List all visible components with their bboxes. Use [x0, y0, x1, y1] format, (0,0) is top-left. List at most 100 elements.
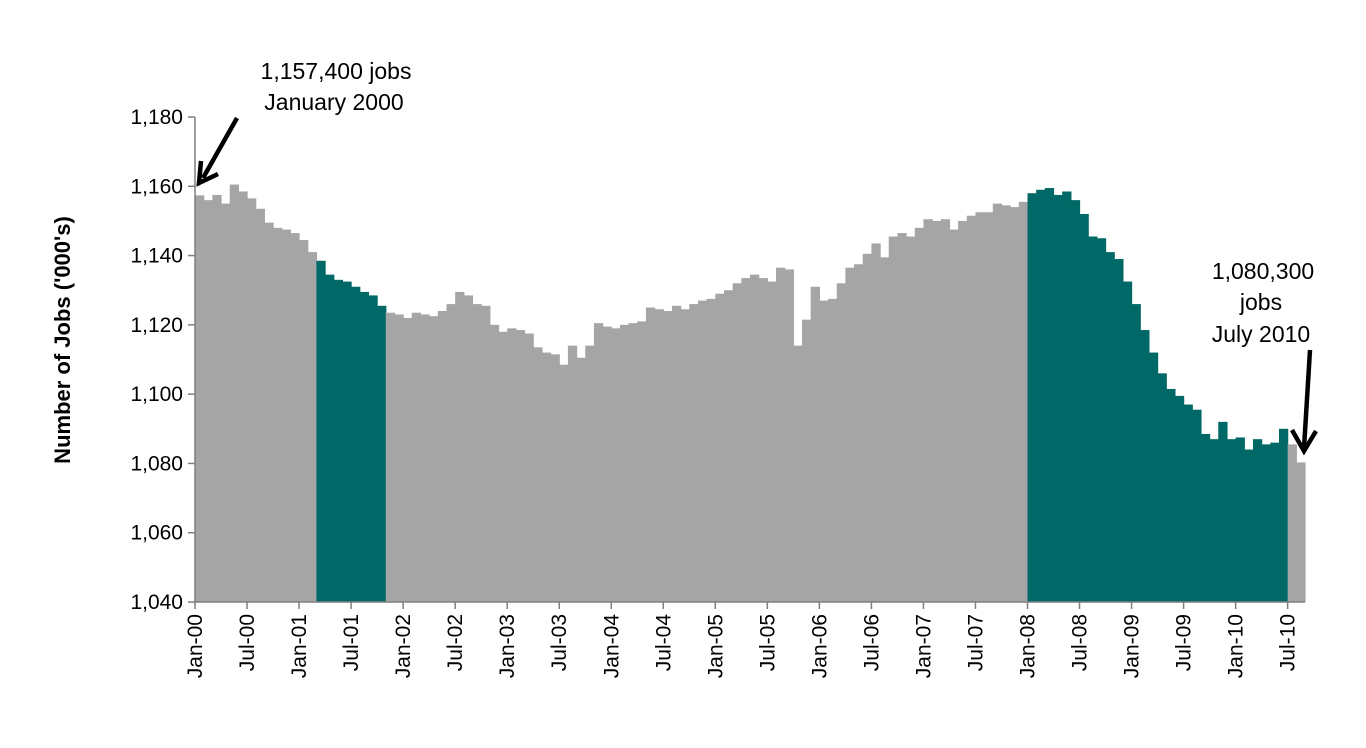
bar — [325, 274, 335, 603]
x-tick-label: Jan-00 — [184, 614, 207, 678]
bar — [403, 317, 413, 602]
bar — [1105, 252, 1115, 603]
bar — [1010, 207, 1020, 602]
bar — [533, 347, 543, 603]
bar — [1070, 200, 1081, 602]
bar — [862, 253, 872, 602]
bar — [897, 233, 907, 603]
start-annotation-line2: January 2000 — [264, 89, 403, 115]
x-tick-label: Jan-08 — [1017, 614, 1040, 678]
bar — [299, 239, 309, 603]
bar — [914, 227, 925, 603]
bar — [871, 243, 881, 602]
y-axis-title: Number of Jobs ('000's) — [50, 216, 75, 464]
bar — [1079, 214, 1089, 602]
bar — [463, 295, 474, 602]
bar — [550, 354, 560, 602]
y-tick-label: 1,100 — [130, 383, 183, 406]
bar — [229, 184, 239, 603]
x-tick-label: Jan-02 — [392, 614, 415, 678]
bar — [1001, 205, 1011, 602]
bar — [793, 345, 803, 602]
bar — [1018, 201, 1029, 603]
bar — [593, 323, 604, 603]
bar — [619, 324, 630, 602]
bar — [992, 203, 1003, 603]
end-annotation-line1: 1,080,300 — [1212, 258, 1314, 284]
x-tick-label: Jan-10 — [1225, 614, 1248, 678]
x-tick-label: Jan-09 — [1121, 614, 1144, 678]
bar — [1296, 462, 1306, 602]
bar — [689, 304, 699, 602]
bar — [307, 252, 317, 603]
bar — [1244, 449, 1254, 602]
bar — [715, 293, 725, 602]
bar — [810, 286, 820, 602]
bar — [264, 222, 274, 602]
bar — [489, 324, 500, 602]
bar — [411, 312, 422, 602]
bar — [1148, 352, 1159, 602]
bar — [732, 283, 742, 602]
bar — [273, 227, 283, 603]
x-tick-label: Jan-05 — [704, 614, 727, 678]
y-tick-label: 1,160 — [130, 175, 183, 198]
bar — [1122, 281, 1133, 602]
bar — [1183, 404, 1193, 602]
bar — [1166, 388, 1176, 602]
bar — [203, 200, 213, 602]
bar — [585, 345, 595, 602]
bar — [429, 316, 439, 602]
bar — [437, 311, 448, 602]
bar — [602, 326, 612, 602]
end-arrow-icon — [1290, 349, 1318, 456]
bar — [680, 309, 690, 602]
bar — [1252, 439, 1263, 602]
bar — [316, 260, 326, 602]
bar — [238, 191, 248, 603]
bar — [368, 295, 378, 602]
bar — [940, 219, 951, 602]
bar — [880, 257, 890, 602]
bar — [802, 319, 812, 602]
bar — [377, 305, 387, 602]
x-tick-label: Jan-01 — [288, 614, 311, 678]
bar — [1140, 330, 1150, 602]
bar — [1261, 444, 1271, 603]
bar — [1157, 373, 1167, 602]
bar — [628, 323, 638, 603]
bar — [394, 314, 404, 602]
bar — [697, 300, 708, 602]
bar — [1174, 395, 1185, 603]
bar — [420, 314, 430, 602]
bar — [247, 198, 257, 602]
x-tick-label: Jul-06 — [860, 614, 883, 671]
x-tick-label: Jul-08 — [1069, 614, 1092, 671]
bar — [828, 298, 838, 603]
bar — [524, 333, 534, 602]
bar — [455, 291, 465, 602]
bar — [446, 304, 456, 602]
end-annotation-line3: July 2010 — [1212, 321, 1310, 347]
bar — [888, 236, 899, 602]
bar — [706, 298, 716, 603]
x-tick-label: Jul-01 — [340, 614, 363, 671]
bar — [481, 305, 491, 602]
bar — [351, 286, 361, 602]
x-tick-label: Jul-04 — [652, 614, 675, 672]
bar-series — [195, 184, 1306, 603]
bar — [654, 309, 664, 602]
bar — [645, 307, 656, 602]
start-annotation-line1: 1,157,400 jobs — [261, 58, 412, 84]
bar — [975, 212, 985, 602]
bar — [472, 304, 482, 602]
bar — [819, 300, 829, 602]
bar — [359, 291, 370, 602]
bar — [958, 220, 968, 602]
bar — [385, 312, 396, 602]
x-tick-label: Jan-06 — [808, 614, 831, 678]
bar — [1218, 421, 1228, 602]
bar — [1131, 304, 1141, 602]
bar — [515, 330, 526, 602]
